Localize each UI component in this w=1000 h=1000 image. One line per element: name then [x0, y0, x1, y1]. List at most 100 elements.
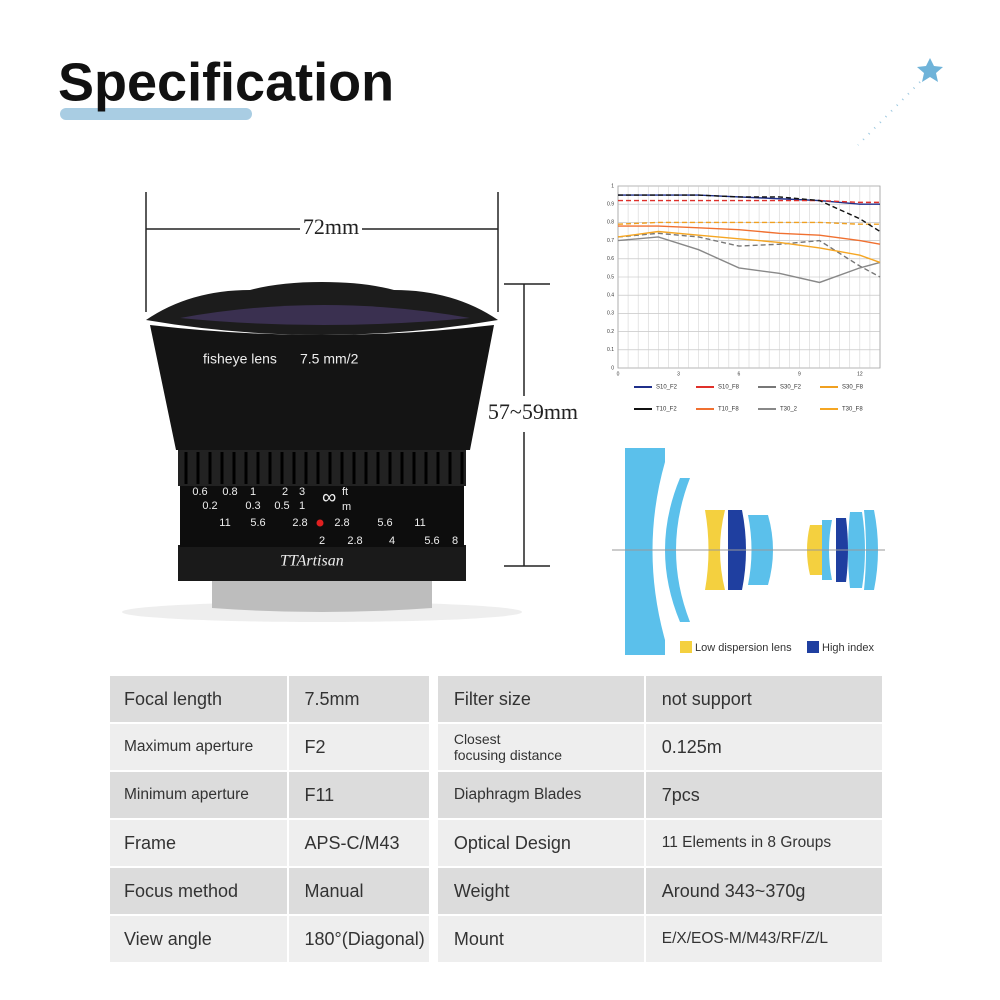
cell-text: Mount [453, 928, 504, 949]
star [917, 58, 943, 82]
lens-scale: 1 [250, 486, 256, 498]
x-tick-label: 12 [857, 371, 863, 377]
legend-label: S30_F2 [780, 385, 802, 391]
y-tick-label: 0.8 [607, 220, 614, 226]
table-cell: Frame [110, 820, 287, 866]
lens-scale: 0.8 [222, 486, 237, 498]
table-cell: Diaphragm Blades [437, 772, 644, 818]
table-cell: 7.5mm [288, 676, 429, 722]
m-unit: m [342, 501, 351, 513]
cell-text: F2 [304, 736, 326, 757]
legend-label: S10_F8 [718, 385, 740, 391]
cell-text: Closest [453, 731, 501, 747]
lens-diagram [612, 448, 885, 655]
cell-text: 7.5mm [304, 688, 360, 709]
table-cell: 7pcs [645, 772, 882, 818]
legend-label: T10_F2 [656, 407, 677, 413]
legend-label: High index [822, 642, 874, 654]
y-tick-label: 0.9 [607, 202, 614, 208]
lens-scale: 2 [282, 486, 288, 498]
series-line [617, 230, 881, 264]
height-label: 57~59mm [488, 399, 578, 424]
y-tick-label: 0.5 [607, 274, 614, 280]
table-cell: View angle [110, 916, 287, 962]
y-tick-label: 0 [611, 365, 614, 371]
cell-text: F11 [304, 784, 335, 805]
y-tick-label: 0.7 [607, 238, 614, 244]
infinity: ∞ [322, 486, 336, 508]
table-cell: 11 Elements in 8 Groups [645, 820, 882, 866]
table-cell: Focal length [110, 676, 287, 722]
legend-swatch [680, 641, 692, 653]
series-line [618, 199, 880, 204]
lens-scale: 0.5 [274, 500, 289, 512]
series-line [617, 221, 880, 225]
table-cell: F11 [288, 772, 429, 818]
x-tick-label: 6 [738, 371, 741, 377]
lens-scale: 0.6 [192, 486, 207, 498]
lens-photo [122, 282, 522, 622]
table-cell: Minimum aperture [110, 772, 287, 818]
y-tick-label: 0.3 [607, 311, 614, 317]
table-cell: E/X/EOS-M/M43/RF/Z/L [645, 916, 882, 962]
table-cell: Optical Design [437, 820, 644, 866]
cell-text: Frame [124, 832, 177, 853]
lens-scale: 0.2 [202, 500, 217, 512]
lens-scale: 2.8 [334, 517, 349, 529]
legend-label: S10_F2 [656, 385, 678, 391]
series-line [617, 232, 881, 278]
lens-scale: 5.6 [250, 517, 265, 529]
series-line [618, 194, 880, 205]
series-line [618, 225, 881, 245]
table-cell: F2 [288, 724, 429, 770]
spec-table: Focal length 7.5mm Filter size not support M… [110, 676, 884, 964]
title-underline [60, 108, 252, 120]
legend-label: T10_F8 [718, 407, 739, 413]
lens-model: 7.5 mm/2 [300, 351, 359, 367]
y-tick-label: 0.6 [607, 256, 614, 262]
width-label: 72mm [303, 214, 359, 239]
cell-text: Diaphragm Blades [453, 786, 582, 803]
lens-brand: TTArtisan [280, 553, 344, 570]
table-cell: Closest focusing distance [437, 724, 644, 770]
y-tick-label: 0.4 [607, 293, 614, 299]
y-tick-label: 0.1 [607, 347, 614, 353]
table-cell: Weight [437, 868, 644, 914]
table-cell: Around 343~370g [645, 868, 882, 914]
lens-scale: 0.3 [245, 500, 260, 512]
table-row: Focal length 7.5mm Filter size not support [110, 676, 884, 722]
cell-text: Maximum aperture [124, 738, 254, 755]
table-row: Frame APS-C/M43 Optical Design 11 Elements … [110, 820, 884, 866]
table-cell: Manual [288, 868, 429, 914]
legend-swatch [807, 641, 819, 653]
cell-text: 180°(Diagonal) [304, 928, 425, 949]
legend-label: S30_F8 [842, 385, 864, 391]
cell-text: APS-C/M43 [304, 832, 400, 853]
cell-text: View angle [124, 928, 212, 949]
cell-text: Focus method [124, 880, 239, 901]
lens-scale: 11 [219, 517, 230, 529]
table-row: Focus method Manual Weight Around 343~370g [110, 868, 884, 914]
lens-scale: 2.8 [347, 535, 362, 547]
lens-scale: 2.8 [292, 517, 307, 529]
x-tick-label: 0 [617, 371, 620, 377]
table-cell: 180°(Diagonal) [288, 916, 429, 962]
cell-text: not support [661, 688, 752, 709]
table-cell: APS-C/M43 [288, 820, 429, 866]
cell-text: Focal length [124, 688, 223, 709]
lens-scale: 4 [389, 535, 395, 547]
title: Specification [58, 52, 394, 112]
table-cell: Maximum aperture [110, 724, 287, 770]
cell-text: E/X/EOS-M/M43/RF/Z/L [661, 930, 828, 947]
table-cell: 0.125m [645, 724, 882, 770]
lens-scale: 3 [299, 486, 305, 498]
y-tick-label: 1 [611, 183, 614, 189]
y-tick-label: 0.2 [607, 329, 614, 335]
cell-text: Manual [304, 880, 364, 901]
x-tick-label: 9 [798, 371, 801, 377]
series-line [617, 236, 881, 284]
cell-text: Around 343~370g [661, 880, 806, 901]
table-cell: Focus method [110, 868, 287, 914]
lens-scale: 5.6 [424, 535, 439, 547]
